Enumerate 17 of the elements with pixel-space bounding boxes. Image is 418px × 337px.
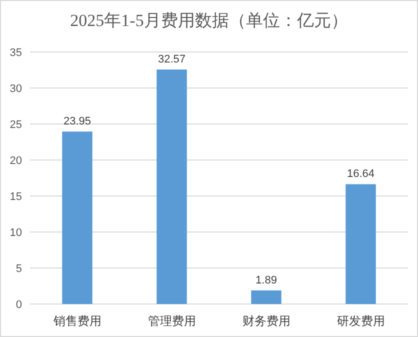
x-tick-label: 财务费用 bbox=[242, 314, 290, 328]
x-tick-label: 销售费用 bbox=[52, 314, 102, 328]
x-tick-label: 管理费用 bbox=[148, 314, 196, 328]
y-tick-label: 15 bbox=[10, 191, 22, 203]
y-tick-label: 35 bbox=[10, 47, 22, 59]
y-tick-label: 0 bbox=[16, 299, 22, 311]
y-tick-label: 30 bbox=[10, 83, 22, 95]
y-tick-label: 25 bbox=[10, 119, 22, 131]
data-label: 32.57 bbox=[158, 53, 186, 66]
data-label: 1.89 bbox=[256, 274, 277, 286]
y-tick-label: 10 bbox=[10, 227, 22, 239]
y-tick-label: 5 bbox=[16, 263, 22, 275]
title: 2025年1-5月费用数据（单位：亿元） bbox=[70, 11, 348, 30]
y-tick-label: 20 bbox=[10, 155, 22, 167]
data-label: 16.64 bbox=[346, 168, 375, 180]
x-tick-label: 研发费用 bbox=[336, 314, 385, 328]
data-label: 23.95 bbox=[63, 116, 92, 128]
